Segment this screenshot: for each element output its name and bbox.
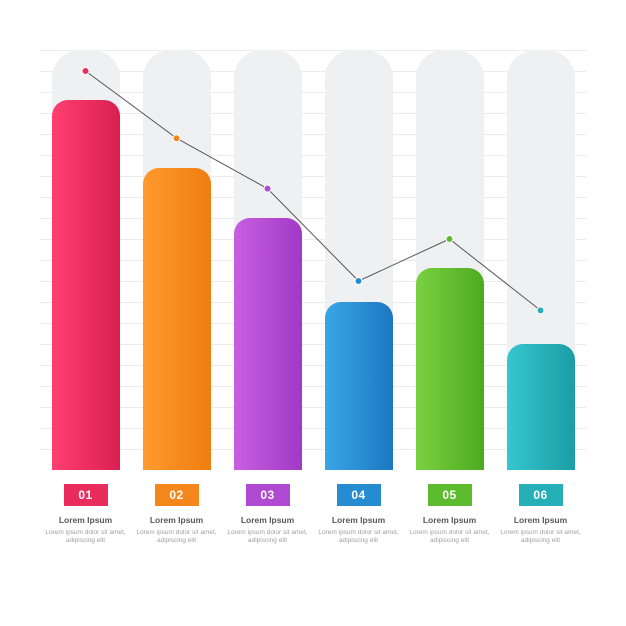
legend-badge: 04 — [337, 484, 381, 506]
legend-number: 03 — [260, 488, 274, 502]
bar-slot — [222, 50, 313, 470]
legend-number: 04 — [351, 488, 365, 502]
legend-badge: 05 — [428, 484, 472, 506]
bar-slot — [40, 50, 131, 470]
legend-badge: 06 — [519, 484, 563, 506]
legend-badge: 03 — [246, 484, 290, 506]
plot-area — [40, 50, 586, 470]
legend-row: 01 Lorem Ipsum Lorem ipsum dolor sit amet,… — [40, 484, 586, 546]
legend-cell: 03 Lorem Ipsum Lorem ipsum dolor sit amet,… — [222, 484, 313, 546]
legend-title: Lorem Ipsum — [423, 516, 476, 525]
legend-title: Lorem Ipsum — [332, 516, 385, 525]
bar-slot — [131, 50, 222, 470]
legend-desc: Lorem ipsum dolor sit amet, adipiscing e… — [135, 529, 218, 545]
legend-cell: 01 Lorem Ipsum Lorem ipsum dolor sit amet,… — [40, 484, 131, 546]
legend-number: 06 — [533, 488, 547, 502]
legend-cell: 05 Lorem Ipsum Lorem ipsum dolor sit amet,… — [404, 484, 495, 546]
legend-title: Lorem Ipsum — [59, 516, 112, 525]
data-bar — [143, 168, 211, 470]
legend-badge: 01 — [64, 484, 108, 506]
bars-layer — [40, 50, 586, 470]
data-bar — [416, 268, 484, 470]
legend-title: Lorem Ipsum — [150, 516, 203, 525]
legend-cell: 06 Lorem Ipsum Lorem ipsum dolor sit amet,… — [495, 484, 586, 546]
legend-cell: 02 Lorem Ipsum Lorem ipsum dolor sit amet,… — [131, 484, 222, 546]
bar-slot — [404, 50, 495, 470]
legend-desc: Lorem ipsum dolor sit amet, adipiscing e… — [44, 529, 127, 545]
chart-canvas: 01 Lorem Ipsum Lorem ipsum dolor sit amet,… — [40, 50, 586, 576]
data-bar — [52, 100, 120, 470]
legend-cell: 04 Lorem Ipsum Lorem ipsum dolor sit amet,… — [313, 484, 404, 546]
legend-desc: Lorem ipsum dolor sit amet, adipiscing e… — [226, 529, 309, 545]
legend-desc: Lorem ipsum dolor sit amet, adipiscing e… — [317, 529, 400, 545]
legend-desc: Lorem ipsum dolor sit amet, adipiscing e… — [408, 529, 491, 545]
legend-desc: Lorem ipsum dolor sit amet, adipiscing e… — [499, 529, 582, 545]
legend-number: 02 — [169, 488, 183, 502]
bar-slot — [495, 50, 586, 470]
bar-slot — [313, 50, 404, 470]
legend-number: 05 — [442, 488, 456, 502]
legend-title: Lorem Ipsum — [514, 516, 567, 525]
data-bar — [234, 218, 302, 470]
legend-number: 01 — [78, 488, 92, 502]
data-bar — [325, 302, 393, 470]
data-bar — [507, 344, 575, 470]
legend-badge: 02 — [155, 484, 199, 506]
legend-title: Lorem Ipsum — [241, 516, 294, 525]
